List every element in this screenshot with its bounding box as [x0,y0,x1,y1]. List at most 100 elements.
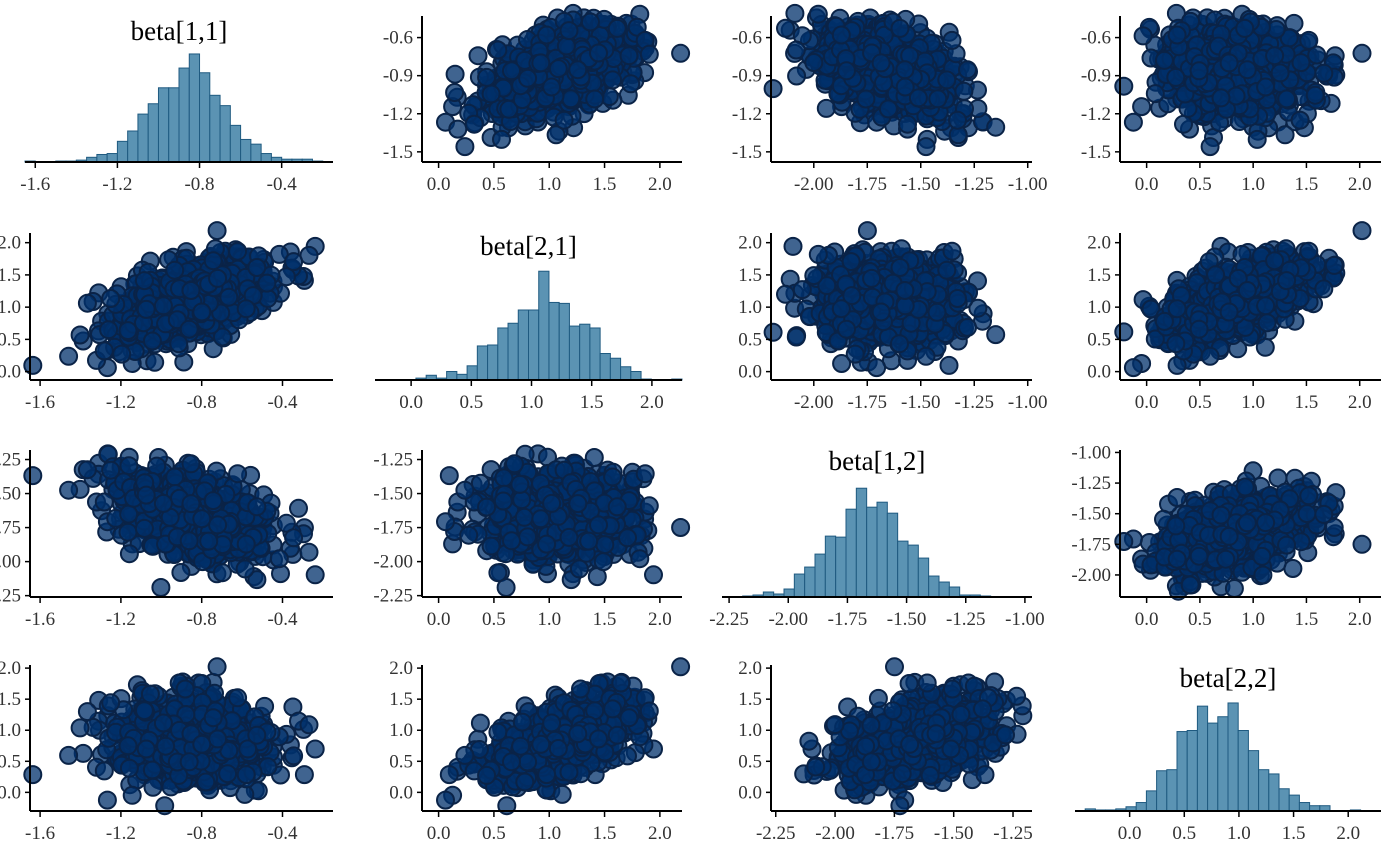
x-tick-label: -1.00 [1008,174,1048,195]
panel-r0c0-histogram: beta[1,1]-1.6 -1.2 -0.8 -0.4 [20,16,333,195]
scatter-point [445,83,465,102]
scatter-point [59,346,79,366]
histogram-bar [188,53,201,163]
scatter-point [776,18,795,38]
scatter-point [787,66,807,86]
histogram-bar [620,366,632,381]
scatter-point [1290,110,1310,130]
scatter-point [1145,84,1165,104]
x-tick-label: 0.0 [399,392,423,413]
scatter-point [228,241,248,261]
scatter-point [927,302,947,322]
x-tick-label: 0.5 [459,392,483,413]
scatter-points [436,3,691,157]
scatter-point [948,289,967,308]
scatter-point [816,98,836,118]
x-tick-label: 1.0 [520,392,544,413]
histogram-bar [168,87,180,163]
y-tick-label: 2.0 [738,233,762,254]
histogram-bar [466,365,478,381]
scatter-point [621,74,641,94]
y-tick-label: -0.9 [383,66,413,87]
y-tick-label: -0.9 [1081,66,1111,87]
scatter-point [837,61,856,81]
histogram-bar [487,344,499,381]
panel-title: beta[1,1] [131,16,228,46]
scatter-point [101,289,121,308]
y-tick-label: 1.5 [0,265,21,286]
y-tick-label: 1.5 [738,265,762,286]
y-tick-label: 2.0 [0,233,21,254]
x-tick-label: 1.0 [1241,174,1265,195]
y-tick-label: -1.5 [1081,142,1111,163]
scatter-point [939,355,959,375]
x-tick-label: 1.5 [580,392,604,413]
x-tick-label: 0.5 [1188,174,1212,195]
histogram-bar [250,143,262,163]
scatter-point [94,341,114,361]
scatter-point [203,251,223,271]
scatter-point [958,60,977,80]
panel-r0c1-scatter: -1.5-1.2-0.9-0.60.0 0.5 1.0 1.5 2.0 [383,3,691,195]
scatter-point [1114,76,1134,96]
scatter-point [165,260,185,280]
x-tick-label: -1.75 [847,174,887,195]
scatter-point [134,271,154,291]
scatter-point [559,21,579,41]
scatter-point [257,273,277,293]
x-tick-label: 1.0 [537,174,561,195]
scatter-point [1270,63,1290,83]
scatter-point [948,110,967,130]
y-tick-label: -1.2 [383,104,413,125]
scatter-point [671,43,691,63]
x-tick-label: 0.0 [1135,174,1159,195]
scatter-point [145,352,165,372]
scatter-point [1237,60,1257,80]
scatter-point [219,287,239,307]
y-tick-label: -1.5 [732,142,762,163]
scatter-point [236,299,256,319]
scatter-point [1314,63,1334,83]
scatter-point [895,281,915,300]
y-tick-label: -1.5 [383,142,413,163]
histogram-bar [558,302,570,381]
histogram-bar [137,113,149,163]
scatter-point [1154,50,1174,70]
scatter-point [1200,137,1220,157]
scatter-point [890,334,909,354]
panel-title: beta[2,1] [480,231,577,261]
scatter-point [492,129,511,149]
histogram-bar [589,327,601,381]
scatter-point [518,68,538,88]
x-tick-label: -1.50 [901,174,941,195]
scatter-point [192,302,212,322]
scatter-point [169,334,189,354]
scatter-point [895,60,915,80]
scatter-point [808,4,828,24]
scatter-point [986,117,1006,137]
histogram-bar [229,124,242,163]
scatter-point [556,36,576,56]
histogram-bar [497,327,509,381]
histogram-bar [147,103,159,163]
scatter-point [1305,85,1325,105]
x-tick-label: -1.6 [25,392,55,413]
x-tick-label: -1.00 [1008,392,1048,413]
scatter-point [916,137,936,157]
scatter-point [477,67,497,87]
scatter-point [958,317,977,337]
histogram-bar [507,322,519,381]
histogram-bar [548,301,560,381]
scatter-point [1167,25,1187,45]
scatter-point [856,89,876,109]
scatter-point [502,61,521,81]
histogram-bar [609,357,622,381]
scatter-point [898,114,917,134]
y-tick-label: 0.0 [0,362,21,383]
histogram-bar [116,140,129,163]
scatter-point [1132,97,1152,117]
scatter-point [871,302,891,322]
histogram-bar [528,309,540,381]
scatter-point [1219,53,1239,73]
scatter-point [986,325,1006,345]
